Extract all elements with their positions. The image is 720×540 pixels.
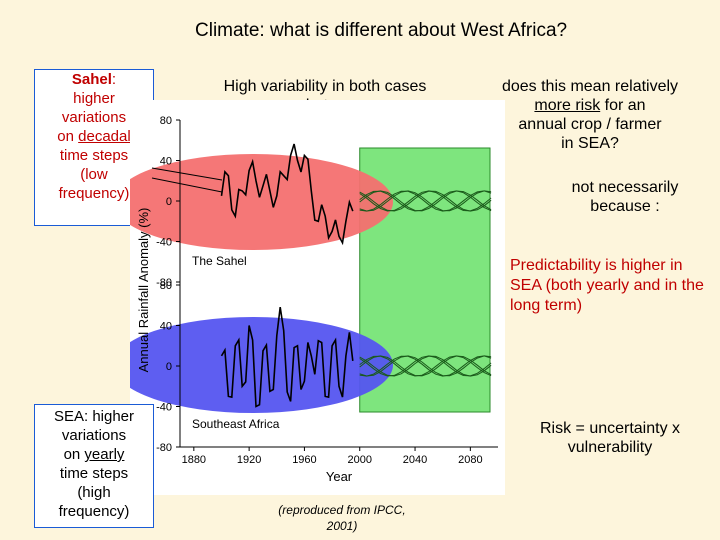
y-tick-label: 0 xyxy=(166,361,172,373)
sahel-line4: time steps xyxy=(59,147,129,164)
y-tick-label: -40 xyxy=(156,402,172,414)
risk-question-text: does this mean relatively more risk for … xyxy=(470,77,710,153)
x-tick-label: 2080 xyxy=(458,454,482,466)
observed-series-line xyxy=(220,143,354,246)
sahel-line6: frequency) xyxy=(58,185,130,202)
credit-line1: (reproduced from IPCC, xyxy=(278,503,406,517)
y-tick-label: 0 xyxy=(166,196,172,208)
rq-line1: does this mean relatively xyxy=(501,78,679,95)
x-tick-label: 2000 xyxy=(347,454,371,466)
scenario-series-line xyxy=(359,190,492,212)
sahel-label: Sahel xyxy=(71,71,112,88)
sahel-decadal: decadal xyxy=(78,128,131,145)
sea-line3: time steps xyxy=(59,465,129,482)
rq-line4: in SEA? xyxy=(561,135,619,152)
rq-line2: for an xyxy=(604,97,646,114)
panel-name: The Sahel xyxy=(192,254,247,268)
connector-line xyxy=(151,167,223,181)
sahel-line1: higher xyxy=(73,90,115,107)
scenario-series-line xyxy=(359,355,492,377)
observed-series-line xyxy=(220,306,354,408)
y-tick-label: -80 xyxy=(156,442,172,454)
scenario-series-line xyxy=(359,190,492,212)
scenario-series-line xyxy=(359,355,492,377)
sahel-line2: variations xyxy=(61,109,127,126)
sahel-line3: on xyxy=(57,128,74,145)
x-tick-label: 1960 xyxy=(292,454,316,466)
chart-plot-area: 80 40 0 -40 -80 The Sahel 80 40 0 -40 -80 Southeast… xyxy=(130,115,498,484)
sea-line2: on xyxy=(63,446,81,463)
sea-callout: SEA: higher variations on yearly time st… xyxy=(34,404,154,528)
y-tick-label: 80 xyxy=(160,115,172,127)
y-tick-label: 80 xyxy=(160,280,172,292)
y-tick-label: -40 xyxy=(156,237,172,249)
slide-title: Climate: what is different about West Af… xyxy=(195,20,568,41)
rainfall-chart: 80 40 0 -40 -80 The Sahel 80 40 0 -40 -80 Southeast… xyxy=(130,100,505,495)
not-necessarily-text: not necessarily because : xyxy=(540,178,710,216)
x-tick-label: 1920 xyxy=(237,454,261,466)
risk-equation-text: Risk = uncertainty x vulnerability xyxy=(510,419,710,457)
connector-line xyxy=(151,177,223,193)
x-tick-label: 2040 xyxy=(403,454,427,466)
x-tick-label: 1880 xyxy=(182,454,206,466)
credit-text: (reproduced from IPCC, 2001) xyxy=(262,502,422,534)
nn-line1: not necessarily xyxy=(571,179,679,196)
credit-line2: 2001) xyxy=(326,519,358,533)
y-tick-label: 40 xyxy=(160,156,172,168)
sea-yearly: yearly xyxy=(84,446,125,463)
scenario-series-line xyxy=(359,355,492,377)
x-axis-label: Year xyxy=(326,469,353,484)
hv-line1: High variability in both cases xyxy=(223,78,427,95)
y-tick-label: -80 xyxy=(156,277,172,289)
y-tick-label: 40 xyxy=(160,321,172,333)
scenario-series-line xyxy=(359,355,492,377)
predictability-text: Predictability is higher in SEA (both ye… xyxy=(510,257,704,314)
rq-more-risk: more risk xyxy=(534,97,601,114)
sahel-line5: (low xyxy=(80,166,108,183)
re-line1: Risk = uncertainty x xyxy=(539,420,681,437)
scenario-series-line xyxy=(359,190,492,212)
nn-line2: because : xyxy=(590,198,660,215)
panel-name: Southeast Africa xyxy=(192,417,280,431)
sea-line4: (high xyxy=(77,484,111,501)
sea-label: SEA: higher xyxy=(53,408,135,425)
rq-line3: annual crop / farmer xyxy=(518,116,662,133)
scenario-series-line xyxy=(359,190,492,212)
sea-line5: frequency) xyxy=(58,503,130,520)
re-line2: vulnerability xyxy=(567,439,653,456)
y-axis-label: Annual Rainfall Anomaly (%) xyxy=(136,208,151,373)
sea-line1: variations xyxy=(61,427,127,444)
